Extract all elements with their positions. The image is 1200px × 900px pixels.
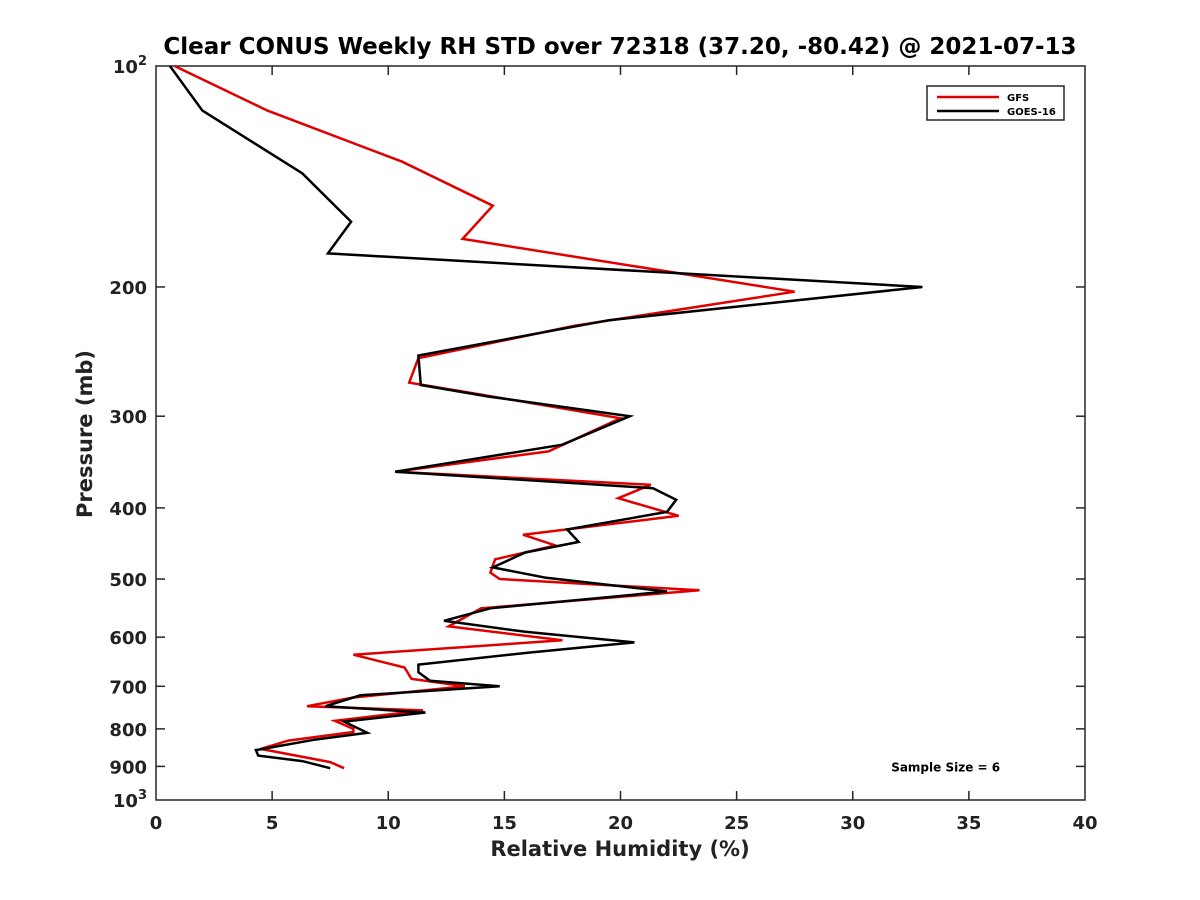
series-line-gfs — [174, 64, 795, 770]
y-tick-label: 200 — [109, 278, 147, 299]
x-tick-label: 20 — [608, 813, 633, 834]
x-tick-label: 25 — [724, 813, 749, 834]
legend: GFS GOES-16 — [926, 85, 1065, 121]
y-tick-label: 600 — [109, 628, 147, 649]
legend-label-gfs: GFS — [1007, 93, 1029, 104]
y-tick-label: 102 — [113, 54, 147, 78]
x-axis: 0 5 10 15 20 25 30 35 40 — [150, 66, 1098, 834]
sample-size-annotation: Sample Size = 6 — [891, 760, 1000, 774]
y-axis: 102 200 300 400 500 600 700 800 900 103 — [109, 54, 1085, 812]
y-axis-label: Pressure (mb) — [73, 350, 97, 518]
y-tick-label: 103 — [113, 788, 147, 812]
plot-area-frame — [155, 65, 1086, 801]
x-axis-label: Relative Humidity (%) — [490, 837, 749, 861]
x-tick-label: 10 — [376, 813, 401, 834]
x-tick-label: 30 — [840, 813, 865, 834]
x-tick-label: 40 — [1072, 813, 1097, 834]
y-tick-label: 900 — [109, 757, 147, 778]
x-tick-label: 15 — [492, 813, 517, 834]
y-tick-label: 500 — [109, 570, 147, 591]
y-tick-label: 800 — [109, 720, 147, 741]
y-tick-label: 400 — [109, 499, 147, 520]
y-tick-label: 700 — [109, 677, 147, 698]
chart-title: Clear CONUS Weekly RH STD over 72318 (37… — [163, 34, 1076, 60]
series-layer — [168, 64, 923, 770]
x-tick-label: 35 — [956, 813, 981, 834]
x-tick-label: 0 — [150, 813, 163, 834]
series-line-goes16 — [168, 65, 923, 770]
y-tick-label: 300 — [109, 407, 147, 428]
legend-label-goes16: GOES-16 — [1007, 107, 1056, 118]
x-tick-label: 5 — [266, 813, 279, 834]
legend-box — [926, 85, 1065, 121]
